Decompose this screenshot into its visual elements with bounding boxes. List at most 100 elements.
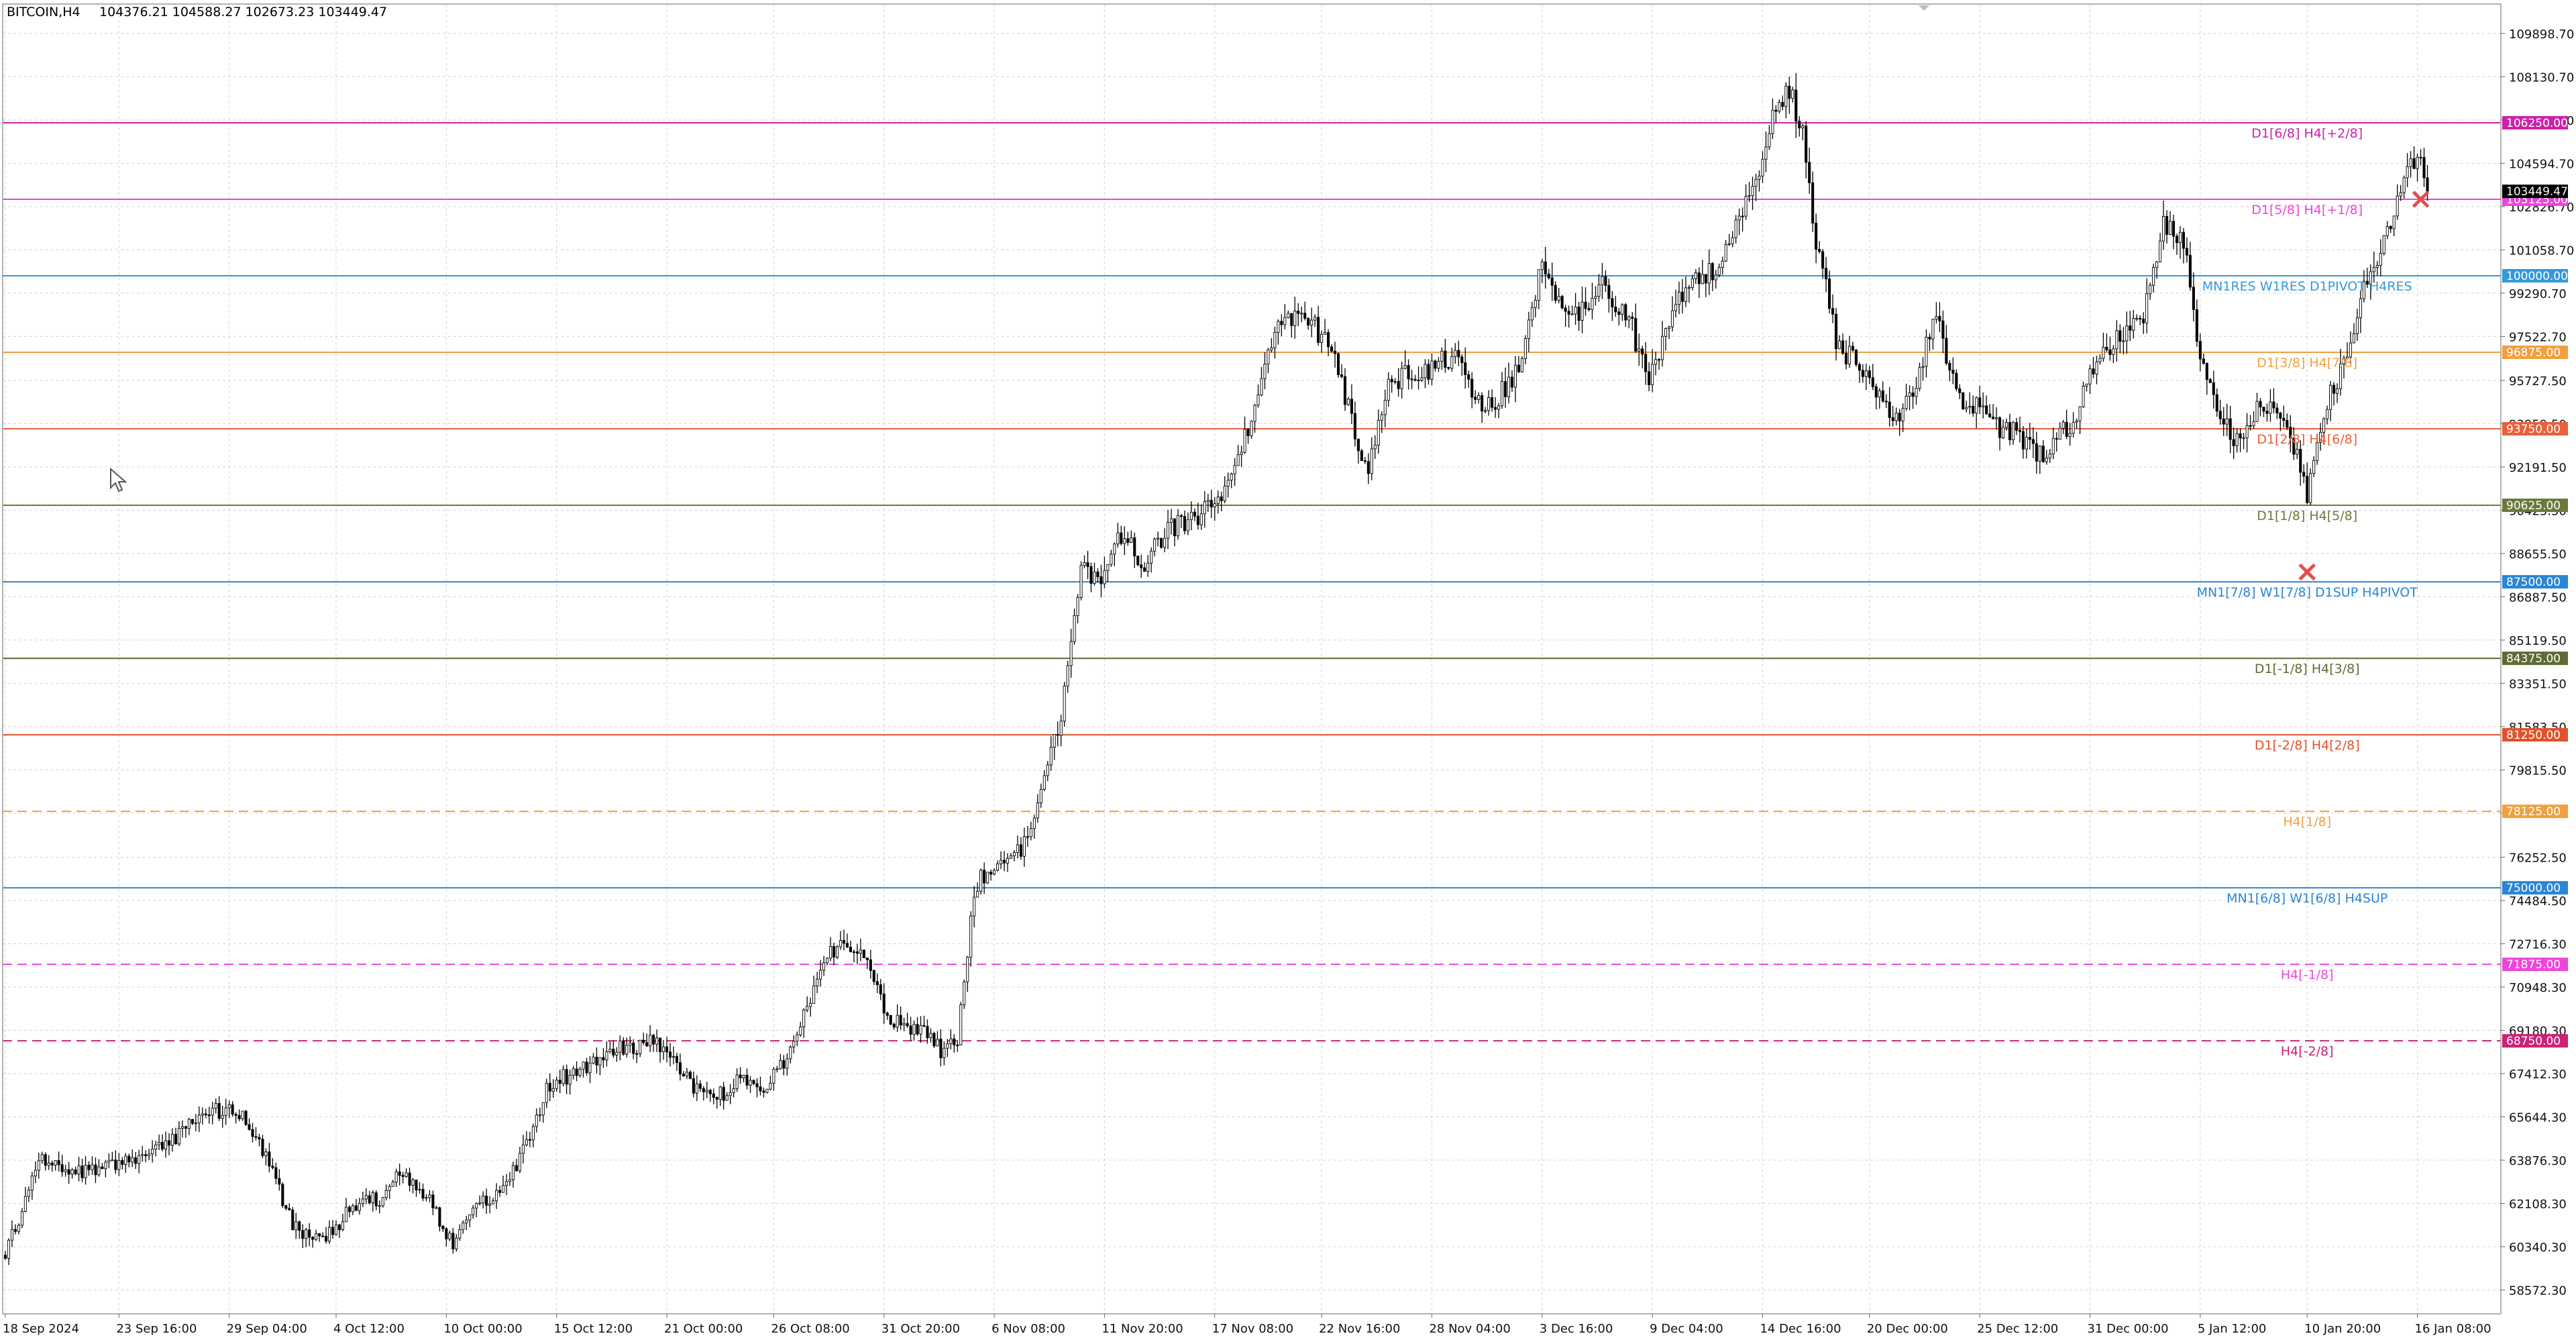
candle-body [431,1194,435,1208]
candle-body [2058,427,2061,440]
candle-body [1634,318,1638,352]
candle-body [2095,361,2098,374]
svg-text:87500.00: 87500.00 [2506,576,2561,589]
candle-body [2038,446,2041,462]
candle-body [1056,734,1059,736]
candle-body [1029,828,1032,837]
candle-body [2142,319,2145,323]
candle-body [953,1038,956,1045]
candle-body [521,1144,525,1154]
candle-body [936,1039,939,1047]
candle-body [1320,333,1324,343]
candle-body [2098,358,2102,362]
candle-body [592,1056,595,1064]
candle-body [909,1025,912,1035]
candle-body [2008,422,2012,440]
y-tick-label: 95727.50 [2509,374,2567,389]
candle-body [752,1080,755,1084]
candle-body [1253,405,1256,422]
candle-body [158,1141,161,1145]
candle-body [755,1083,759,1088]
level-price-tag: 81250.00 [2502,728,2568,742]
candle-body [1564,307,1567,312]
level-label: MN1[7/8] W1[7/8] D1SUP H4PIVOT [2197,585,2418,600]
candle-body [201,1113,204,1116]
candle-body [849,946,852,952]
candle-body [789,1046,792,1060]
candle-body [973,896,976,917]
candle-body [1821,251,1825,269]
candle-body [565,1069,568,1085]
chart-shift-marker-icon[interactable] [1919,5,1929,11]
chart-header: BITCOIN,H4 104376.21 104588.27 102673.23… [7,5,387,19]
candle-body [1597,284,1601,297]
candle-body [1099,576,1103,584]
candle-body [959,1004,963,1045]
candle-body [331,1227,335,1235]
candle-body [281,1184,284,1206]
svg-text:81250.00: 81250.00 [2506,729,2561,742]
candle-body [518,1153,521,1172]
candle-body [1898,413,1901,421]
candle-body [2342,358,2346,364]
candle-body [455,1237,458,1249]
candle-body [1891,417,1894,421]
candle-body [1083,562,1086,566]
candle-body [1203,501,1206,515]
candle-body [2409,158,2412,167]
candle-body [428,1194,431,1198]
candle-body [1513,364,1517,388]
candle-body [1039,788,1042,804]
candle-body [47,1162,50,1166]
candle-body [127,1155,131,1163]
candle-body [1808,162,1811,183]
candle-body [745,1074,749,1086]
candle-body [204,1113,207,1115]
candle-body [94,1164,97,1176]
candle-body [665,1046,669,1053]
candle-body [2289,427,2292,439]
candle-body [148,1153,151,1157]
candle-body [121,1159,124,1165]
candle-body [729,1092,732,1096]
candle-body [1888,401,1891,418]
svg-text:71875.00: 71875.00 [2506,958,2561,972]
candle-body [2292,437,2296,455]
candle-body [1523,338,1527,359]
candle-body [832,945,836,958]
candle-body [458,1229,462,1239]
candle-body [394,1171,398,1182]
candle-body [1754,178,1758,187]
candle-body [1383,400,1387,415]
candle-body [1985,405,1988,415]
y-tick-label: 65644.30 [2509,1111,2567,1125]
candle-body [1454,350,1457,357]
candle-body [708,1090,712,1094]
candle-body [1434,360,1437,369]
x-tick-label: 22 Nov 16:00 [1319,1322,1400,1336]
candle-body [1150,550,1153,564]
x-tick-label: 23 Sep 16:00 [116,1322,197,1336]
candle-body [1530,307,1534,321]
candle-body [1356,438,1360,452]
candle-body [2198,341,2202,360]
candle-body [2048,454,2051,458]
svg-text:84375.00: 84375.00 [2506,652,2561,666]
candle-body [2145,293,2149,323]
candle-body [1110,554,1113,565]
candle-body [1113,544,1116,555]
candle-body [138,1155,141,1164]
candle-body [2205,363,2208,380]
candle-body [17,1225,20,1232]
candle-body [1427,364,1430,380]
candle-body [1169,518,1173,523]
candle-body [1470,378,1474,398]
svg-text:78125.00: 78125.00 [2506,805,2561,819]
candle-body [1751,186,1754,197]
candle-body [1965,407,1968,409]
candle-body [1126,538,1130,543]
candle-body [114,1159,117,1170]
candle-body [1464,362,1467,375]
